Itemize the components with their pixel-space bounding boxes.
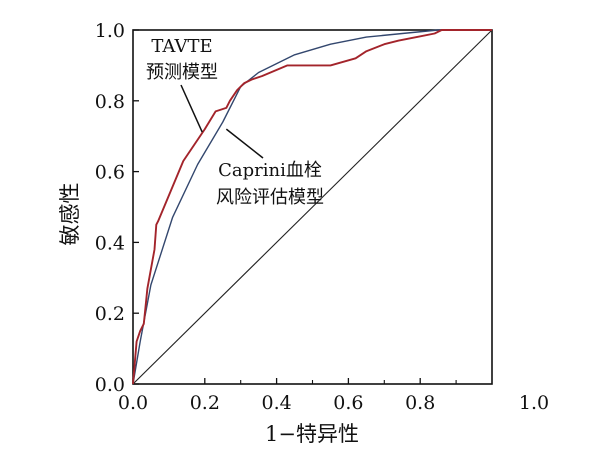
reference-line — [132, 29, 493, 385]
x-tick-label: 0.4 — [261, 392, 291, 414]
y-tick-label: 0.8 — [95, 91, 125, 113]
caprini-annotation: Caprini血栓风险评估模型 — [216, 160, 324, 208]
tavte-leader-line — [180, 84, 203, 133]
x-tick-label: 0.2 — [190, 392, 220, 414]
caprini-leader-line — [225, 128, 264, 159]
x-tick-label: 1.0 — [519, 392, 549, 414]
curves — [132, 29, 492, 385]
x-tick-label: 0.8 — [405, 392, 435, 414]
tavte-roc-curve — [132, 29, 492, 385]
y-tick-label: 0.2 — [95, 303, 125, 325]
x-axis-title: 1−特异性 — [265, 422, 359, 446]
y-tick-label: 0.0 — [95, 374, 125, 396]
y-tick-label: 0.6 — [95, 162, 125, 184]
reference-diagonal-line — [132, 29, 493, 385]
y-tick-label: 0.4 — [95, 232, 125, 254]
x-tick-label: 0.0 — [118, 392, 148, 414]
annotations: TAVTE 预测模型 Caprini血栓风险评估模型 — [146, 36, 324, 208]
ticks: 0.0 0.2 0.4 0.6 0.8 1.0 0.0 0.2 0.4 0.6 0.8 1.0 — [95, 20, 549, 414]
tavte-annotation: TAVTE 预测模型 — [146, 36, 218, 83]
x-tick-label: 0.6 — [333, 392, 363, 414]
y-axis-title: 敏感性 — [58, 183, 82, 246]
y-tick-label: 1.0 — [95, 20, 125, 42]
